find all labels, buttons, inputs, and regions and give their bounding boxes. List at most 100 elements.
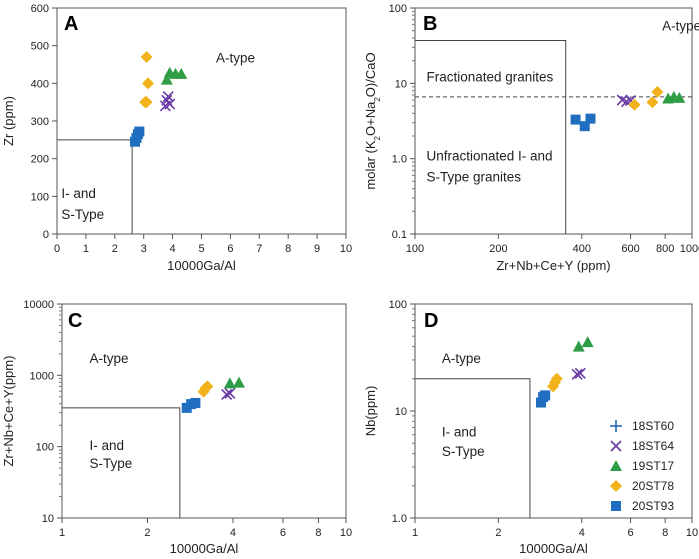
panel-d: 1 2 4 6 8 10 1.0 10 100 10000Ga/Al Nb(ppm) D A-type I… [363, 299, 698, 556]
series-20ST78 [547, 372, 563, 393]
x-tick-label: 6 [227, 243, 233, 255]
y-tick-label: 1.0 [392, 154, 407, 166]
panel-label: B [423, 13, 437, 35]
legend-label: 20ST93 [632, 499, 674, 513]
legend-label: 19ST17 [632, 459, 674, 473]
plot-frame [61, 303, 347, 519]
y-tick-label: 100 [31, 191, 49, 203]
y-tick-label: 0 [43, 229, 49, 241]
field-annotation: I- and [90, 438, 125, 453]
y-tick-label: 10000 [23, 299, 54, 311]
data-point [160, 73, 173, 85]
panel-b: 100 200 400 600 800 1000 0.1 1.0 10 100 Zr+Nb+Ce+Y… [363, 3, 699, 273]
field-annotation: Fractionated granites [426, 70, 553, 85]
panel-label: A [64, 13, 78, 35]
y-tick-label: 10 [42, 513, 54, 525]
field-boundary [415, 40, 567, 234]
data-point [175, 67, 188, 79]
data-point [134, 126, 145, 137]
y-tick-label: 1.0 [392, 513, 407, 525]
data-point [579, 121, 590, 132]
series-20ST93 [535, 390, 551, 408]
legend-label: 18ST60 [632, 419, 674, 433]
y-axis-label-part: O+Na [363, 101, 378, 136]
legend-marker [610, 440, 622, 452]
x-tick-label: 10 [340, 527, 352, 539]
data-point [233, 376, 246, 388]
x-tick-label: 4 [579, 527, 585, 539]
y-tick-label: 10 [395, 78, 407, 90]
series-20ST93 [570, 113, 596, 132]
y-axis-label-part: molar (K [363, 140, 378, 189]
data-point [651, 85, 664, 98]
x-axis-label: Zr+Nb+Ce+Y (ppm) [496, 258, 610, 273]
data-point [190, 397, 201, 408]
series-18ST64 [571, 367, 586, 380]
series-19ST17 [662, 90, 686, 104]
data-point [140, 50, 153, 63]
field-annotation: I- and [442, 424, 477, 439]
data-point [221, 388, 233, 400]
series-20ST78 [139, 50, 155, 109]
data-point [550, 372, 563, 385]
legend-marker [611, 501, 621, 511]
panel-label: C [68, 310, 82, 332]
y-tick-label: 100 [36, 442, 54, 454]
legend-label: 18ST64 [632, 439, 674, 453]
x-tick-label: 2 [144, 527, 150, 539]
series-18ST64 [159, 90, 176, 112]
plot-frame [414, 7, 693, 235]
plot-frame [56, 7, 347, 235]
y-tick-label: 0.1 [392, 229, 407, 241]
legend-marker [610, 420, 622, 432]
legend-label: 20ST78 [632, 479, 674, 493]
x-tick-label: 4 [170, 243, 176, 255]
x-tick-label: 2 [495, 527, 501, 539]
x-axis-label: 10000Ga/Al [519, 541, 588, 556]
x-axis-label: 10000Ga/Al [167, 258, 236, 273]
series-20ST78 [628, 85, 664, 111]
x-tick-label: 10 [340, 243, 352, 255]
x-tick-label: 6 [280, 527, 286, 539]
field-annotation: A-type [90, 351, 129, 366]
data-point [142, 77, 155, 90]
x-tick-label: 4 [230, 527, 236, 539]
y-axis-label: Nb(ppm) [363, 386, 378, 437]
y-tick-label: 400 [31, 78, 49, 90]
data-point [574, 367, 586, 379]
x-tick-label: 1 [59, 527, 65, 539]
data-point [223, 377, 236, 389]
y-axis-label-part: O)/CaO [363, 52, 378, 97]
x-tick-label: 8 [662, 527, 668, 539]
data-point [540, 390, 551, 401]
x-tick-label: 9 [314, 243, 320, 255]
y-tick-label: 100 [389, 299, 407, 311]
series-19ST17 [572, 336, 594, 352]
x-tick-label: 6 [627, 527, 633, 539]
x-tick-label: 600 [621, 243, 639, 255]
legend: 18ST60 18ST64 19ST17 20ST78 20ST93 [610, 419, 674, 513]
field-annotation: S-Type [90, 456, 133, 471]
x-tick-label: 1 [83, 243, 89, 255]
data-point [571, 368, 583, 380]
series-20ST93 [130, 126, 145, 147]
x-tick-label: 200 [489, 243, 507, 255]
data-point [164, 98, 176, 110]
y-axis-label-part: 2 [373, 97, 382, 102]
field-boundary [62, 407, 181, 518]
field-annotation: S-Type granites [426, 169, 521, 184]
x-tick-label: 8 [285, 243, 291, 255]
x-axis-label: 10000Ga/Al [170, 541, 239, 556]
x-tick-label: 1000 [680, 243, 699, 255]
panel-a: 0 1 2 3 4 5 6 7 8 9 10010020030040050060010000Ga/A… [1, 3, 352, 273]
x-tick-label: 3 [141, 243, 147, 255]
x-tick-label: 800 [656, 243, 674, 255]
x-tick-label: 100 [406, 243, 424, 255]
y-axis-label: Zr (ppm) [1, 96, 16, 146]
x-tick-label: 2 [112, 243, 118, 255]
y-tick-label: 500 [31, 41, 49, 53]
data-point [201, 380, 214, 393]
data-point [224, 387, 236, 399]
x-tick-label: 5 [198, 243, 204, 255]
